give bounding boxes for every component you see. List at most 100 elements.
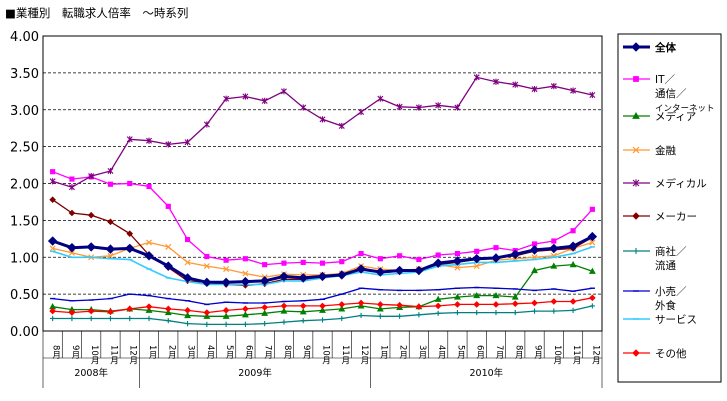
data-point [127,315,133,322]
data-point [319,317,326,323]
data-point [88,315,94,322]
data-point [414,265,424,276]
x-tick-label: 1月 [147,345,157,360]
legend-marker [632,212,640,220]
data-point [454,104,461,111]
data-point [126,136,133,143]
legend-item: サービス [623,314,697,326]
data-point [165,203,171,209]
y-tick-label: 0.50 [10,288,39,303]
data-point [397,313,403,319]
x-tick-label: 5月 [224,345,234,360]
x-axis: 8月 9月 10月 11月 12月 1月 2月 3月 4月 5月 6月 7月 8月 9月 10月 11月 12月… [42,331,603,388]
data-point [492,301,500,308]
data-point [473,291,481,299]
data-point [454,309,461,316]
data-point [299,302,307,310]
data-point [550,262,558,269]
legend-label: IT／通信／インターネット [655,74,715,114]
legend-item: メーカー [623,211,697,223]
data-point [146,137,153,144]
legend: 全体 IT／通信／インターネットメディア金融メディカルメーカー商社／流通小売／外食… [617,33,722,383]
data-point [377,256,383,262]
data-point [589,294,596,302]
data-point [300,104,307,111]
data-point [492,78,499,85]
year-label: 2009年 [238,367,272,379]
data-point [529,245,540,255]
data-point [357,299,365,307]
data-point [105,244,116,254]
data-point [454,301,461,308]
data-point [88,173,95,180]
data-point [569,260,577,268]
data-point [223,321,229,327]
y-tick-label: 1.00 [10,251,39,266]
x-tick-label: 10月 [89,345,99,365]
data-point [568,241,578,251]
data-point [49,196,56,204]
y-tick-label: 2.00 [10,178,39,193]
data-point [434,295,442,302]
data-point [394,265,405,276]
data-point [242,321,248,327]
data-point [261,97,268,105]
data-point [415,303,423,310]
data-point [473,301,481,308]
x-tick-label: 1月 [378,345,388,360]
x-tick-label: 6月 [243,345,253,360]
data-point [49,307,56,315]
data-point [165,318,171,324]
x-tick-label: 7月 [263,345,273,360]
data-point [435,310,441,316]
legend-item: メディカル [623,177,707,190]
data-point [511,300,519,308]
series-2 [49,260,596,319]
data-point [531,308,538,314]
legend-label: その他 [655,347,687,360]
data-point [531,85,538,93]
data-point [588,267,596,274]
series-layer [47,74,598,327]
data-point [144,251,154,261]
data-point [454,264,461,271]
legend-marker [633,76,639,82]
legend-marker [631,42,641,52]
data-point [107,218,114,226]
data-point [551,308,557,314]
data-point [165,243,172,250]
data-point [68,309,76,316]
data-point [551,238,557,244]
y-tick-label: 0.00 [10,325,39,340]
data-point [259,276,270,286]
x-tick-label: 10月 [321,345,331,365]
legend-label: 全体 [654,41,676,54]
data-point [550,83,557,90]
data-point [203,309,211,316]
data-point [376,305,384,312]
data-point [202,277,212,288]
x-tick-label: 8月 [282,345,292,360]
data-point [492,291,500,299]
data-point [203,121,210,128]
x-tick-label: 11月 [571,345,581,365]
data-point [587,231,598,242]
x-tick-label: 8月 [51,345,61,360]
x-tick-label: 2月 [398,345,408,360]
data-point [69,176,75,182]
legend-label: メーカー [655,211,697,223]
data-point [416,312,422,318]
data-point [182,273,193,283]
data-point [356,264,366,274]
y-tick-label: 2.50 [10,141,39,156]
legend-label: 金融 [655,144,676,157]
data-point [203,263,210,270]
legend-marker [632,146,640,154]
data-point [512,309,518,316]
data-point [164,308,172,316]
data-point [68,184,75,191]
data-point [184,307,191,314]
data-point [377,313,383,319]
data-point [50,315,56,322]
